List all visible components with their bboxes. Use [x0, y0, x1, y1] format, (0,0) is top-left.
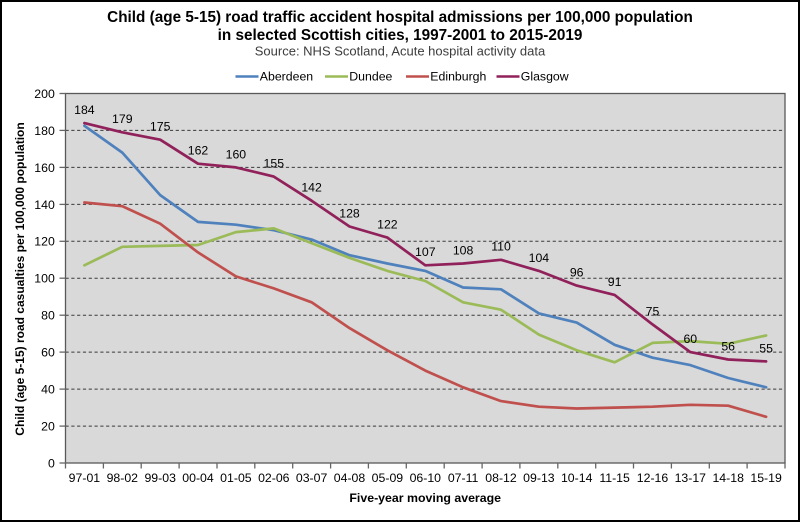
svg-text:Child (age 5-15) road traffic: Child (age 5-15) road traffic accident h… — [107, 9, 693, 26]
svg-text:179: 179 — [112, 112, 133, 126]
svg-text:155: 155 — [264, 157, 285, 171]
svg-text:07-11: 07-11 — [448, 471, 479, 485]
svg-text:10-14: 10-14 — [561, 471, 593, 485]
svg-text:02-06: 02-06 — [258, 471, 290, 485]
svg-text:Child (age 5-15) road casualti: Child (age 5-15) road casualties per 100… — [13, 122, 27, 435]
svg-text:108: 108 — [453, 243, 474, 257]
svg-text:06-10: 06-10 — [410, 471, 442, 485]
svg-text:60: 60 — [683, 332, 697, 346]
svg-text:99-03: 99-03 — [144, 471, 176, 485]
svg-text:200: 200 — [34, 87, 55, 101]
svg-text:04-08: 04-08 — [334, 471, 366, 485]
svg-text:107: 107 — [415, 245, 436, 259]
svg-text:Source: NHS Scotland, Acute ho: Source: NHS Scotland, Acute hospital act… — [255, 44, 546, 59]
svg-text:20: 20 — [41, 419, 55, 433]
svg-text:08-12: 08-12 — [485, 471, 517, 485]
svg-text:162: 162 — [188, 144, 209, 158]
svg-text:98-02: 98-02 — [107, 471, 139, 485]
svg-text:05-09: 05-09 — [372, 471, 404, 485]
svg-text:0: 0 — [48, 456, 55, 470]
svg-text:122: 122 — [377, 218, 398, 232]
svg-text:Glasgow: Glasgow — [521, 69, 569, 83]
svg-text:09-13: 09-13 — [523, 471, 555, 485]
svg-text:01-05: 01-05 — [220, 471, 252, 485]
svg-text:80: 80 — [41, 309, 55, 323]
svg-text:97-01: 97-01 — [69, 471, 101, 485]
svg-text:Aberdeen: Aberdeen — [260, 69, 313, 83]
svg-text:Five-year moving average: Five-year moving average — [349, 491, 501, 505]
svg-text:in selected Scottish cities, 1: in selected Scottish cities, 1997-2001 t… — [218, 27, 583, 44]
svg-text:160: 160 — [226, 147, 247, 161]
svg-text:96: 96 — [570, 266, 584, 280]
svg-text:175: 175 — [150, 120, 171, 134]
svg-text:180: 180 — [34, 124, 55, 138]
svg-text:128: 128 — [339, 206, 360, 220]
svg-text:55: 55 — [759, 341, 773, 355]
svg-text:40: 40 — [41, 383, 55, 397]
svg-text:14-18: 14-18 — [712, 471, 744, 485]
svg-text:91: 91 — [608, 275, 622, 289]
svg-text:00-04: 00-04 — [182, 471, 214, 485]
svg-text:142: 142 — [301, 181, 322, 195]
svg-text:100: 100 — [34, 272, 55, 286]
svg-text:60: 60 — [41, 346, 55, 360]
svg-text:104: 104 — [529, 251, 550, 265]
svg-text:Edinburgh: Edinburgh — [430, 69, 486, 83]
svg-text:110: 110 — [491, 240, 511, 254]
svg-text:12-16: 12-16 — [637, 471, 669, 485]
svg-text:11-15: 11-15 — [599, 471, 630, 485]
svg-text:75: 75 — [646, 304, 660, 318]
svg-text:15-19: 15-19 — [750, 471, 782, 485]
svg-text:03-07: 03-07 — [296, 471, 328, 485]
svg-text:184: 184 — [74, 103, 95, 117]
svg-text:140: 140 — [34, 198, 55, 212]
svg-text:Dundee: Dundee — [349, 69, 392, 83]
svg-text:56: 56 — [721, 339, 735, 353]
svg-text:13-17: 13-17 — [675, 471, 707, 485]
svg-text:160: 160 — [34, 161, 55, 175]
svg-text:120: 120 — [34, 235, 55, 249]
